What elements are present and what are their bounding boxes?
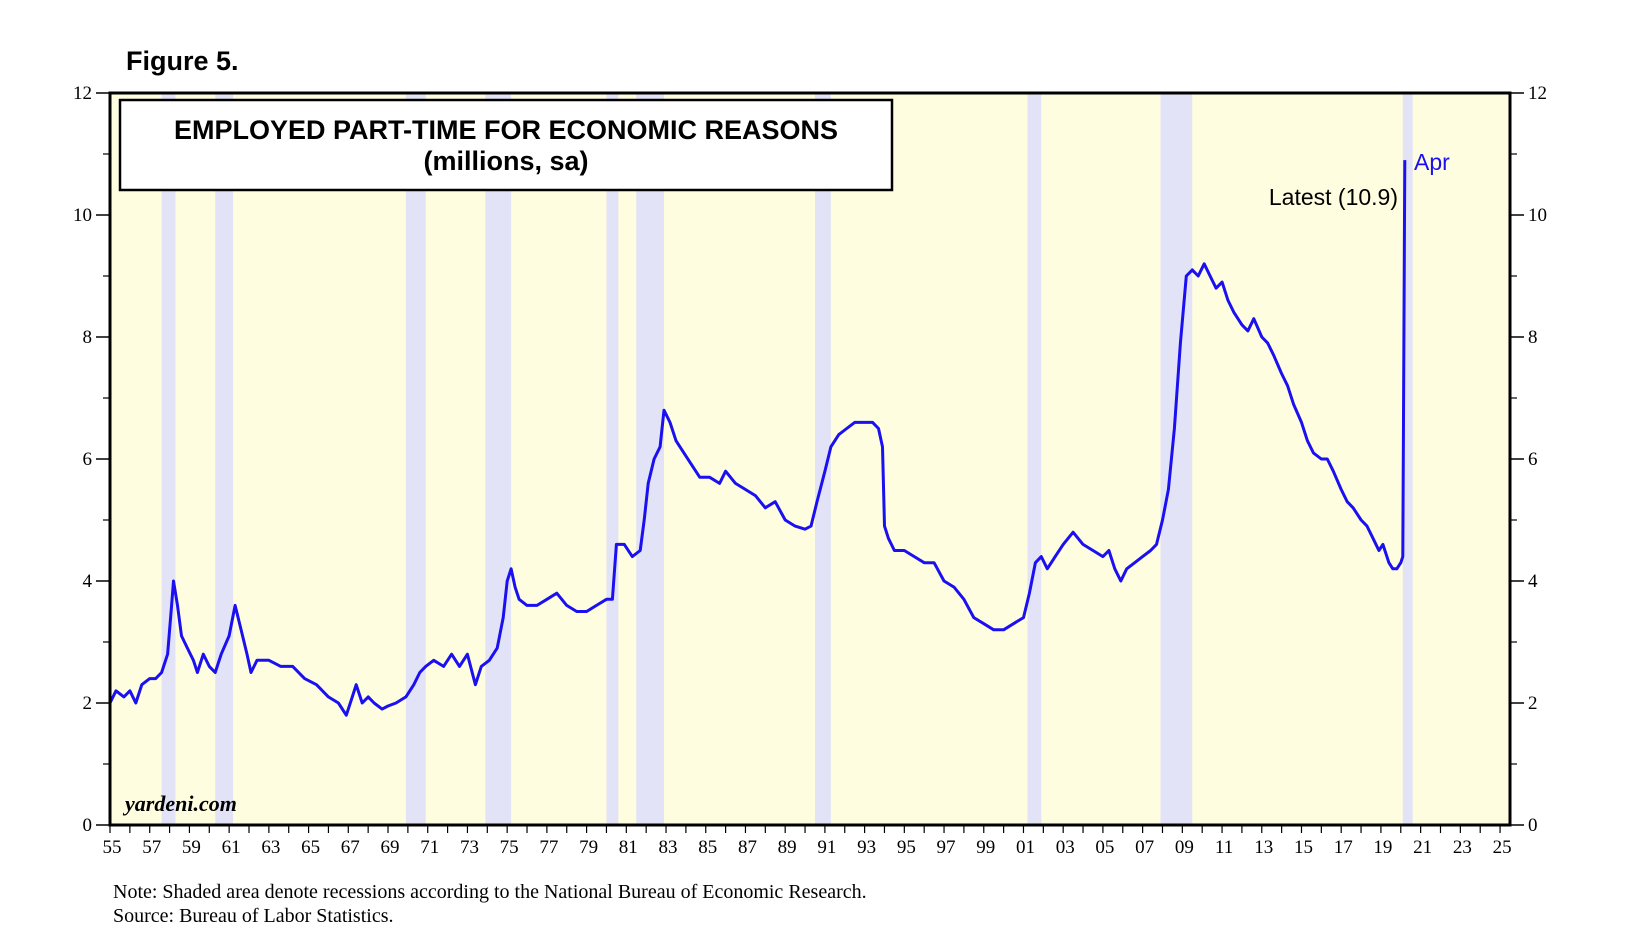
recession-band	[1027, 93, 1042, 825]
x-tick-label: 15	[1294, 837, 1313, 858]
chart-svg: 0 0 2 2 4 4 6 6 8 8 10 10 12 12 55 57 59 61 63 65 67 69 71 73 75…	[73, 83, 1547, 858]
y-tick-label-left: 4	[83, 571, 93, 592]
y-tick-label-right: 10	[1528, 205, 1547, 226]
x-tick-label: 91	[817, 837, 836, 858]
recession-band	[161, 93, 176, 825]
title-box-frame	[118, 98, 894, 192]
x-tick-label: 79	[579, 837, 598, 858]
recession-band	[636, 93, 665, 825]
x-tick-label: 95	[897, 837, 916, 858]
x-tick-label: 71	[420, 837, 439, 858]
x-tick-label: 25	[1493, 837, 1512, 858]
x-tick-label: 01	[1016, 837, 1035, 858]
y-tick-label-right: 4	[1528, 571, 1538, 592]
x-tick-label: 97	[937, 837, 956, 858]
y-tick-label-right: 0	[1528, 815, 1538, 836]
x-tick-label: 75	[500, 837, 519, 858]
x-tick-label: 07	[1135, 837, 1154, 858]
x-tick-label: 99	[976, 837, 995, 858]
latest-annotation: Latest (10.9)	[1269, 184, 1398, 210]
y-tick-label-right: 12	[1528, 83, 1547, 104]
footnotes: Note: Shaded area denote recessions acco…	[113, 880, 867, 928]
x-tick-label: 63	[261, 837, 280, 858]
recession-shading	[161, 93, 1413, 825]
title-box: EMPLOYED PART-TIME FOR ECONOMIC REASONS …	[118, 98, 894, 192]
x-tick-label: 69	[381, 837, 400, 858]
axis-ticks: 0 0 2 2 4 4 6 6 8 8 10 10 12 12 55 57 59 61 63 65 67 69 71 73 75…	[73, 83, 1547, 858]
watermark: yardeni.com	[122, 791, 237, 816]
x-tick-label: 59	[182, 837, 201, 858]
x-tick-label: 93	[857, 837, 876, 858]
series-line	[108, 160, 1407, 717]
recession-band	[1160, 93, 1193, 825]
y-tick-label-left: 10	[73, 205, 92, 226]
x-tick-label: 57	[142, 837, 161, 858]
recession-band	[485, 93, 512, 825]
recession-band	[814, 93, 831, 825]
x-tick-label: 85	[698, 837, 717, 858]
recession-band	[405, 93, 426, 825]
x-tick-label: 77	[539, 837, 558, 858]
x-tick-label: 55	[103, 837, 122, 858]
x-tick-label: 05	[1095, 837, 1114, 858]
x-tick-label: 09	[1175, 837, 1194, 858]
chart-subtitle: (millions, sa)	[423, 146, 588, 176]
x-tick-label: 73	[460, 837, 479, 858]
note-text: Note: Shaded area denote recessions acco…	[113, 881, 867, 903]
x-tick-label: 23	[1453, 837, 1472, 858]
apr-annotation: Apr	[1414, 149, 1450, 175]
y-tick-label-left: 6	[83, 449, 93, 470]
plot-background	[110, 93, 1510, 825]
chart-title: EMPLOYED PART-TIME FOR ECONOMIC REASONS	[174, 115, 838, 145]
x-tick-label: 13	[1254, 837, 1273, 858]
x-tick-label: 89	[778, 837, 797, 858]
figure-label: Figure 5.	[126, 46, 239, 76]
y-tick-label-right: 8	[1528, 327, 1538, 348]
source-text: Source: Bureau of Labor Statistics.	[113, 905, 394, 927]
x-tick-label: 11	[1215, 837, 1233, 858]
plot-frame	[108, 91, 1512, 827]
recession-band	[1402, 93, 1413, 825]
x-tick-label: 03	[1056, 837, 1075, 858]
x-tick-label: 21	[1413, 837, 1432, 858]
x-tick-label: 61	[222, 837, 241, 858]
recession-band	[606, 93, 619, 825]
x-tick-label: 87	[738, 837, 757, 858]
x-tick-label: 19	[1373, 837, 1392, 858]
y-tick-label-left: 12	[73, 83, 92, 104]
y-tick-label-left: 0	[83, 815, 93, 836]
x-tick-label: 67	[341, 837, 360, 858]
x-tick-label: 65	[301, 837, 320, 858]
y-tick-label-right: 2	[1528, 693, 1538, 714]
recession-band	[215, 93, 234, 825]
y-tick-label-right: 6	[1528, 449, 1538, 470]
y-tick-label-left: 8	[83, 327, 93, 348]
x-tick-label: 17	[1334, 837, 1353, 858]
y-tick-label-left: 2	[83, 693, 93, 714]
x-tick-label: 81	[619, 837, 638, 858]
x-tick-label: 83	[659, 837, 678, 858]
